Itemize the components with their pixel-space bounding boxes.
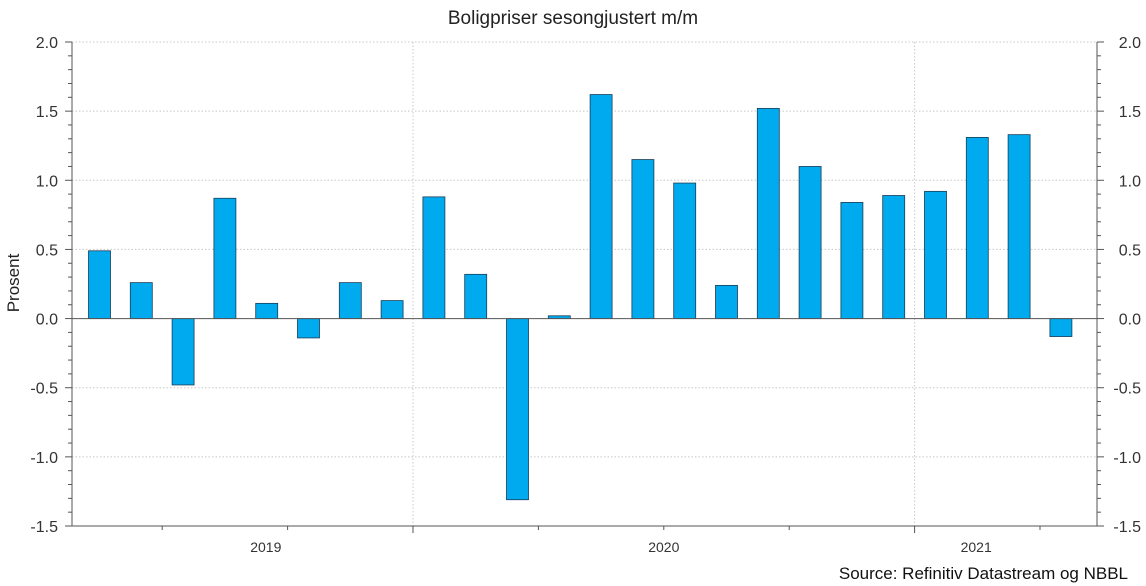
bar: [756, 107, 780, 319]
y-tick-label-right: -1.5: [1113, 519, 1141, 536]
y-tick-label-right: -1.0: [1113, 450, 1141, 467]
bar: [882, 195, 906, 319]
bar: [338, 282, 362, 319]
bar: [1049, 318, 1073, 337]
bar: [464, 273, 488, 319]
bar: [631, 159, 655, 319]
y-tick-label-right: 0.5: [1119, 242, 1141, 259]
chart-title: Boligpriser sesongjustert m/m: [448, 8, 698, 29]
source-note: Source: Refinitiv Datastream og NBBL: [838, 564, 1128, 583]
x-tick-label: 2019: [250, 539, 281, 555]
y-tick-label-left: 2.0: [36, 35, 58, 52]
bars: [88, 94, 1073, 501]
bar: [171, 318, 195, 386]
y-tick-label-left: -1.0: [30, 450, 58, 467]
y-tick-label-right: 0.0: [1119, 312, 1141, 329]
y-tick-label-left: -0.5: [30, 381, 58, 398]
y-axis-label: Prosent: [4, 253, 23, 312]
bar: [673, 182, 697, 319]
y-tick-label-left: 0.5: [36, 242, 58, 259]
bar: [840, 202, 864, 319]
bar: [798, 166, 822, 319]
y-tick-labels-left: 2.0 1.5 1.0 0.5 0.0 -0.5 -1.0 -1.5: [30, 35, 58, 536]
y-tick-label-right: 1.5: [1119, 104, 1141, 121]
x-tick-labels: 2019 2020 2021: [250, 539, 992, 555]
y-tick-label-right: 2.0: [1119, 35, 1141, 52]
bar: [380, 300, 404, 319]
y-tick-label-right: -0.5: [1113, 381, 1141, 398]
y-tick-label-left: 1.0: [36, 173, 58, 190]
y-tick-label-right: 1.0: [1119, 173, 1141, 190]
y-tick-label-left: 0.0: [36, 312, 58, 329]
bar: [589, 94, 613, 319]
bar: [255, 302, 279, 319]
y-tick-labels-right: 2.0 1.5 1.0 0.5 0.0 -0.5 -1.0 -1.5: [1113, 35, 1141, 536]
bar: [88, 250, 111, 319]
bar: [213, 197, 237, 319]
bar: [715, 284, 738, 319]
bar: [965, 137, 989, 319]
bar: [506, 318, 529, 501]
y-tick-label-left: -1.5: [30, 519, 58, 536]
x-tick-label: 2021: [961, 539, 992, 555]
bar: [422, 196, 446, 319]
y-tick-label-left: 1.5: [36, 104, 58, 121]
bar: [1007, 134, 1031, 319]
bar: [924, 190, 947, 319]
axes: [65, 41, 1104, 533]
bar: [297, 318, 320, 339]
x-tick-label: 2020: [648, 539, 679, 555]
bar: [129, 282, 153, 319]
